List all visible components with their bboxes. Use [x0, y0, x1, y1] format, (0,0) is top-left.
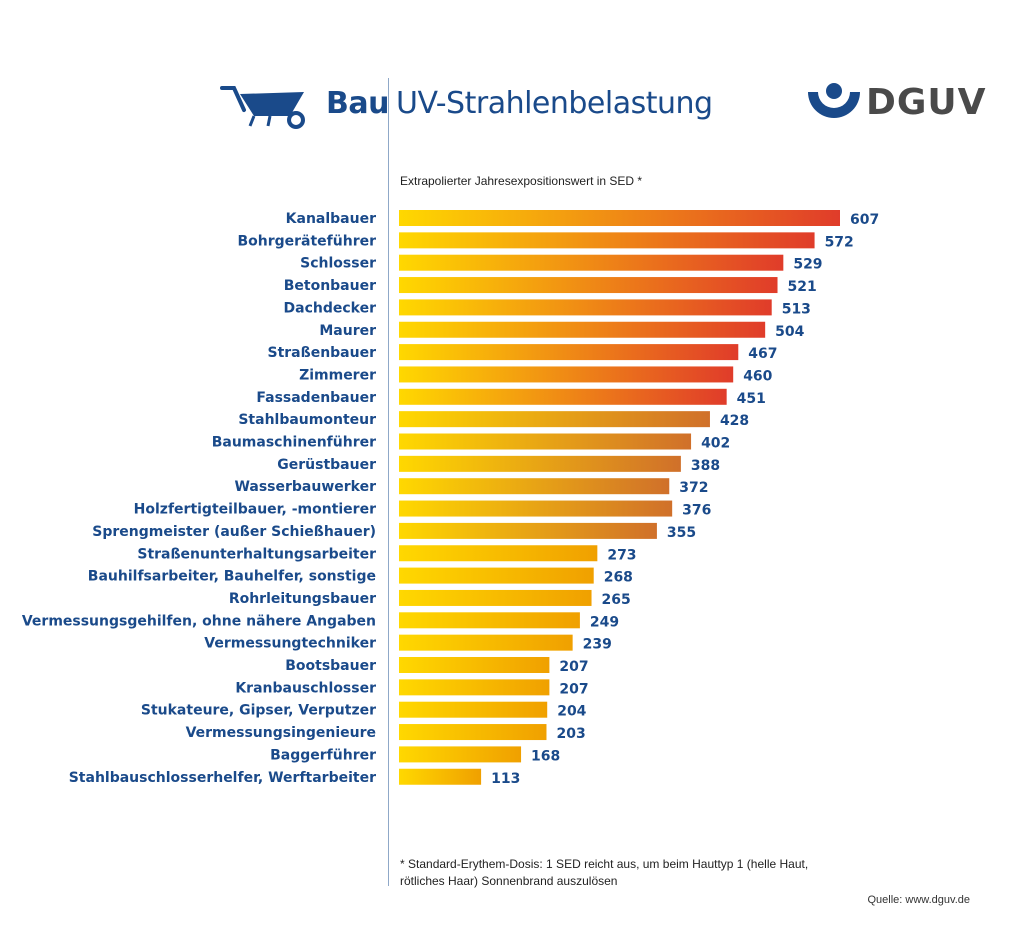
bar: [399, 589, 592, 606]
bar: [399, 701, 548, 718]
value-label: 239: [583, 637, 612, 653]
value-label: 513: [782, 301, 811, 317]
category-label: Gerüstbauer: [277, 457, 376, 473]
category-label: Vermessungsgehilfen, ohne nähere Angaben: [22, 613, 376, 629]
value-label: 504: [775, 324, 804, 340]
category-label: Stahlbaumonteur: [238, 412, 376, 428]
category-label: Kanalbauer: [286, 211, 376, 227]
category-label: Dachdecker: [284, 300, 377, 316]
bar: [399, 388, 727, 405]
value-label: 460: [743, 368, 772, 384]
category-label: Stahlbauschlosserhelfer, Werftarbeiter: [69, 770, 376, 786]
category-label: Bootsbauer: [285, 658, 376, 674]
bar: [399, 210, 840, 226]
value-label: 372: [679, 480, 708, 496]
bar: [399, 545, 598, 562]
bar-chart: Kanalbauer 607 Bohrgeräteführer 572 Schlosse…: [22, 210, 879, 787]
category-label: Baggerführer: [270, 747, 376, 763]
wheelbarrow-icon: [220, 82, 310, 130]
bar: [399, 724, 547, 741]
value-label: 249: [590, 614, 619, 630]
category-label: Holzfertigteilbauer, -montierer: [134, 502, 376, 518]
page-title: UV-Strahlenbelastung: [396, 86, 713, 121]
bar: [399, 344, 739, 361]
category-label: Kranbauschlosser: [235, 680, 376, 696]
value-label: 203: [556, 726, 585, 742]
value-label: 168: [531, 748, 560, 764]
bar: [399, 299, 772, 316]
value-label: 268: [604, 570, 633, 586]
category-label: Vermessungsingenieure: [186, 725, 376, 741]
category-label: Schlosser: [300, 256, 376, 272]
bar: [399, 411, 710, 428]
bar: [399, 567, 594, 584]
bar: [399, 277, 778, 294]
source-note: Quelle: www.dguv.de: [867, 894, 970, 906]
category-label: Straßenunterhaltungsarbeiter: [137, 546, 376, 562]
bar: [399, 768, 482, 785]
category-label: Straßenbauer: [268, 345, 377, 361]
footnote: * Standard-Erythem-Dosis: 1 SED reicht a…: [400, 857, 809, 888]
category-label: Fassadenbauer: [256, 390, 376, 406]
value-label: 451: [737, 391, 766, 407]
category-label: Betonbauer: [284, 278, 376, 294]
bar: [399, 657, 550, 673]
bar: [399, 478, 670, 495]
category-label: Zimmerer: [299, 367, 376, 383]
category-label: Rohrleitungsbauer: [229, 591, 376, 607]
bar: [399, 433, 692, 450]
bar: [399, 232, 815, 249]
value-label: 207: [559, 659, 588, 675]
value-label: 572: [825, 234, 854, 250]
category-label: Maurer: [319, 323, 376, 339]
value-label: 355: [667, 525, 696, 541]
category-label: Wasserbauwerker: [234, 479, 376, 495]
category-label: Bau: [326, 86, 389, 121]
bar: [399, 679, 550, 696]
value-label: 265: [602, 592, 631, 608]
value-label: 388: [691, 458, 720, 474]
chart-subtitle: Extrapolierter Jahresexpositionswert in …: [400, 174, 643, 188]
category-label: Bauhilfsarbeiter, Bauhelfer, sonstige: [88, 569, 376, 585]
bar: [399, 500, 673, 517]
value-label: 529: [793, 257, 822, 273]
bar: [399, 634, 573, 651]
value-label: 467: [748, 346, 777, 362]
value-label: 204: [557, 704, 586, 720]
value-label: 428: [720, 413, 749, 429]
dguv-logo-icon: [806, 80, 862, 120]
bar: [399, 746, 522, 763]
bar: [399, 254, 784, 271]
value-label: 607: [850, 212, 879, 228]
value-label: 113: [491, 771, 520, 787]
category-label: Sprengmeister (außer Schießhauer): [92, 524, 376, 540]
logo-text: DGUV: [866, 82, 987, 123]
category-label: Vermessungtechniker: [204, 636, 376, 652]
category-label: Bohrgeräteführer: [237, 233, 376, 249]
bar: [399, 612, 580, 629]
value-label: 207: [559, 681, 588, 697]
value-label: 402: [701, 436, 730, 452]
category-label: Stukateure, Gipser, Verputzer: [141, 703, 376, 719]
bar: [399, 321, 766, 338]
value-label: 521: [788, 279, 817, 295]
category-label: Baumaschinenführer: [212, 435, 376, 451]
value-label: 376: [682, 503, 711, 519]
vertical-divider: [388, 78, 389, 886]
value-label: 273: [607, 547, 636, 563]
bar: [399, 366, 734, 383]
bar: [399, 522, 657, 539]
bar: [399, 455, 681, 472]
